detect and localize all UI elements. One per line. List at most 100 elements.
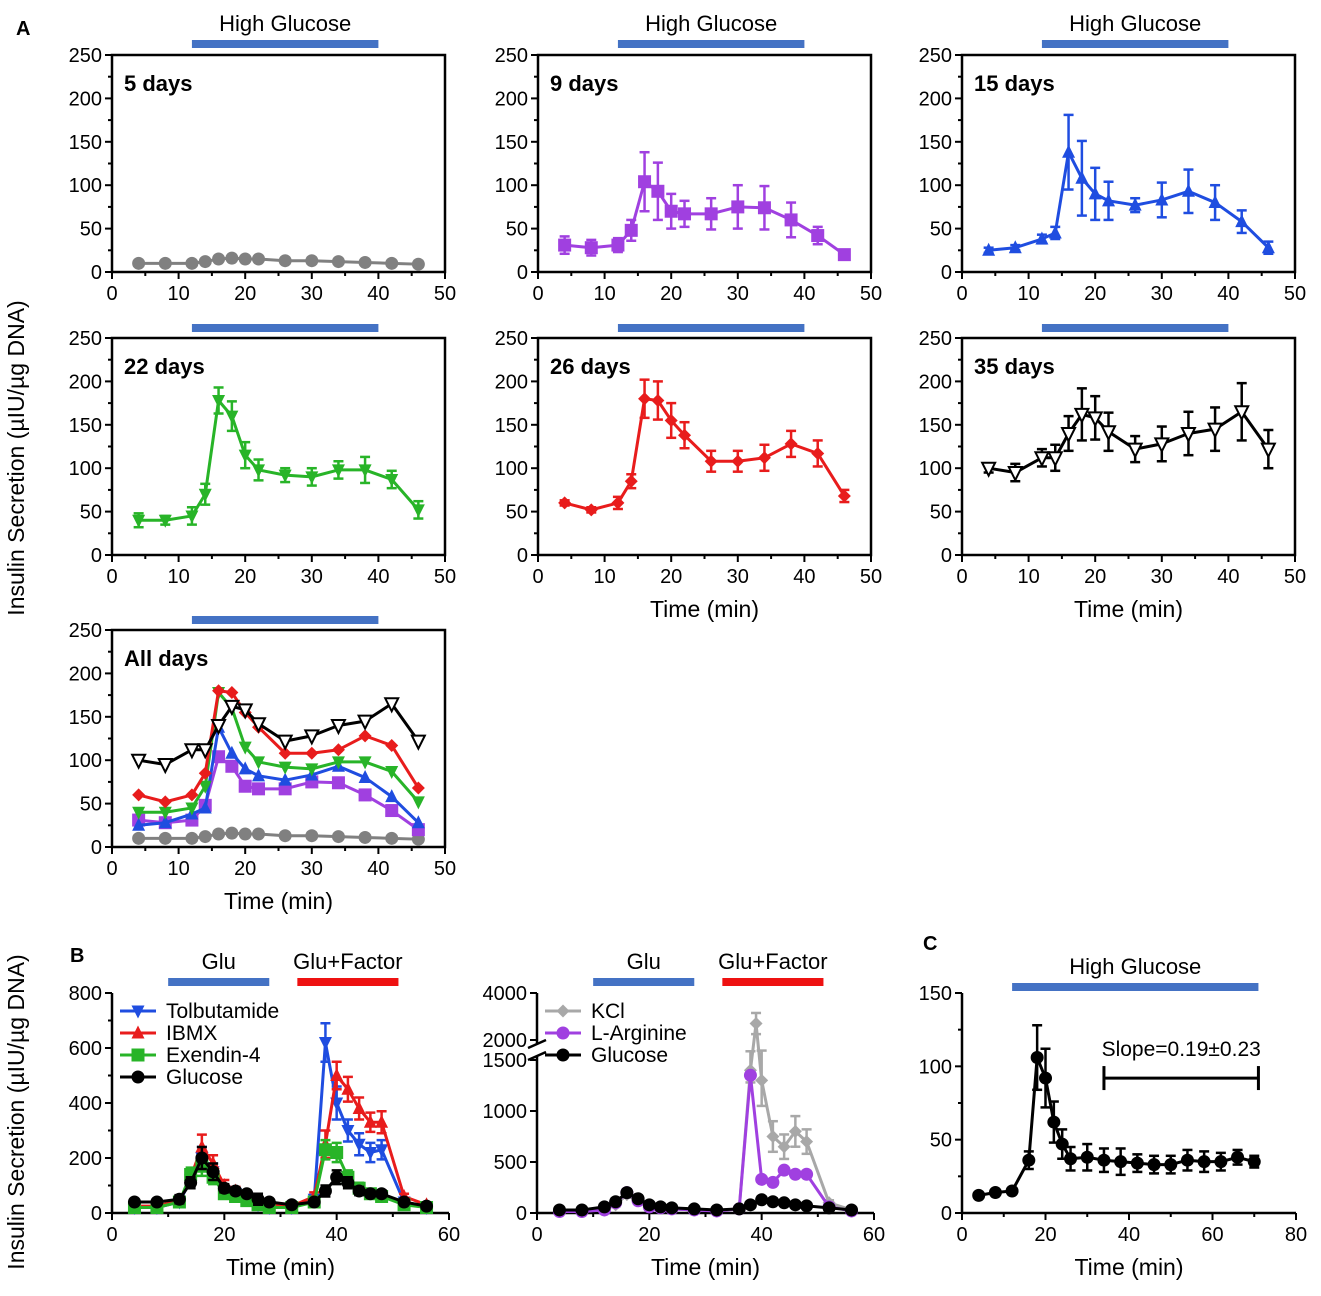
x-tick-label: 60 [863, 1224, 885, 1246]
x-tick-label: 50 [434, 566, 456, 588]
data-point [385, 738, 399, 752]
data-point [1180, 1153, 1194, 1167]
data-point [732, 1202, 746, 1216]
data-point [1022, 1153, 1036, 1167]
data-point [1033, 451, 1051, 468]
x-tick-label: 40 [751, 1224, 773, 1246]
data-point [331, 464, 345, 478]
data-point [755, 1172, 769, 1186]
data-point [788, 1167, 802, 1181]
y-tick-label: 4000 [483, 983, 528, 1005]
data-point [972, 1188, 986, 1202]
data-point [183, 743, 201, 760]
data-point [743, 1198, 757, 1212]
data-point [278, 761, 292, 775]
y-tick-label: 250 [69, 328, 102, 350]
stimulus-label: Glu [202, 949, 236, 974]
data-point [397, 1195, 411, 1209]
data-point [811, 229, 825, 243]
y-tick-label: 100 [69, 175, 102, 197]
data-point [988, 1185, 1002, 1199]
data-point [305, 763, 319, 777]
stimulus-bar [191, 616, 379, 624]
data-point [1231, 1150, 1245, 1164]
legend-marker [556, 1026, 570, 1040]
stimulus-label: Glu+Factor [718, 949, 827, 974]
y-tick-label: 0 [941, 262, 952, 284]
y-axis-title-a: Insulin Secretion (µIU/µg DNA) [3, 300, 29, 615]
y-tick-label: 250 [69, 45, 102, 67]
y-tick-label: 0 [941, 1203, 952, 1225]
y-tick-label: 200 [495, 88, 528, 110]
series-glucose [127, 1145, 434, 1213]
panel-inner-label: 26 days [550, 354, 631, 379]
stimulus-bar [1012, 983, 1259, 991]
data-point [1233, 405, 1250, 422]
data-point [411, 257, 425, 271]
x-tick-label: 0 [532, 283, 543, 305]
x-tick-label: 0 [532, 566, 543, 588]
data-point [624, 223, 638, 237]
data-point [225, 410, 239, 424]
data-point [800, 1199, 814, 1213]
chart-d26: 0 10 20 30 40 50 0 50 100 150 200 250 Time (min) 26 d… [495, 324, 882, 622]
x-tick-label: 30 [727, 283, 749, 305]
data-point [307, 1195, 321, 1209]
data-point [210, 718, 227, 736]
data-point [352, 1184, 366, 1198]
y-tick-label: 0 [517, 262, 528, 284]
data-point [552, 1203, 566, 1217]
data-point [788, 1198, 802, 1212]
data-point [1064, 1152, 1078, 1166]
data-point [352, 1138, 366, 1152]
y-tick-label: 50 [80, 502, 102, 524]
data-point [185, 510, 199, 524]
x-tick-label: 10 [1017, 566, 1039, 588]
data-point [158, 795, 172, 809]
data-point [158, 256, 172, 270]
stimulus-label: High Glucose [219, 11, 351, 36]
y-tick-label: 100 [495, 175, 528, 197]
data-point [1062, 144, 1076, 158]
chart-d15: 0 10 20 30 40 50 0 50 100 150 200 250 High Glucose 15… [919, 11, 1307, 305]
y-tick-label: 150 [919, 132, 952, 154]
y-tick-label: 250 [919, 45, 952, 67]
data-point [687, 1202, 701, 1216]
data-point [358, 464, 372, 478]
stimulus-bar [722, 978, 824, 986]
stimulus-bar [1041, 40, 1229, 48]
data-point [1048, 225, 1062, 239]
stimulus-bar [617, 324, 805, 332]
series-line [988, 410, 1270, 475]
y-tick-label: 100 [69, 458, 102, 480]
data-point [225, 251, 239, 265]
data-point [225, 745, 239, 759]
data-point [620, 1186, 634, 1200]
data-point [252, 782, 266, 796]
legend-label: Glucose [166, 1066, 243, 1089]
data-point [198, 830, 212, 844]
stimulus-label: High Glucose [1069, 954, 1201, 979]
legend-marker [131, 1048, 145, 1062]
data-point [1100, 425, 1117, 442]
y-tick-label: 50 [930, 219, 952, 241]
legend-marker [131, 1005, 145, 1019]
data-point [1047, 451, 1064, 468]
y-tick-label: 100 [919, 1056, 952, 1078]
data-point [651, 393, 665, 407]
series-line [138, 256, 419, 266]
data-point [305, 746, 319, 760]
data-point [330, 1170, 344, 1184]
data-point [411, 781, 425, 795]
data-point [252, 464, 266, 478]
data-point [331, 776, 345, 790]
x-tick-label: 10 [1017, 283, 1039, 305]
data-point [285, 1198, 299, 1212]
legend-label: Exendin-4 [166, 1044, 261, 1067]
data-point [185, 788, 199, 802]
data-point [411, 504, 425, 518]
data-point [212, 827, 226, 841]
